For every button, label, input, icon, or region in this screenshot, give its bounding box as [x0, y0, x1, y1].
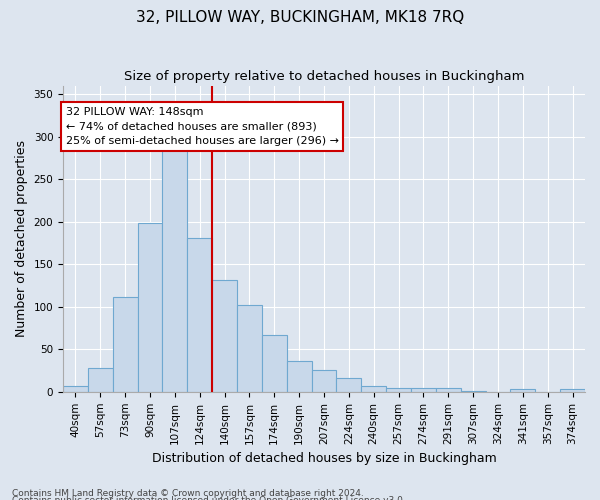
Bar	[187, 238, 212, 392]
Bar	[137, 222, 163, 392]
Bar	[163, 145, 187, 392]
Bar	[287, 361, 311, 392]
Bar	[311, 370, 337, 392]
Bar	[411, 388, 436, 392]
Bar	[337, 378, 361, 392]
Bar	[237, 305, 262, 392]
Bar	[88, 368, 113, 392]
Text: Contains HM Land Registry data © Crown copyright and database right 2024.: Contains HM Land Registry data © Crown c…	[12, 488, 364, 498]
Text: 32 PILLOW WAY: 148sqm
← 74% of detached houses are smaller (893)
25% of semi-det: 32 PILLOW WAY: 148sqm ← 74% of detached …	[65, 107, 338, 146]
Text: 32, PILLOW WAY, BUCKINGHAM, MK18 7RQ: 32, PILLOW WAY, BUCKINGHAM, MK18 7RQ	[136, 10, 464, 25]
X-axis label: Distribution of detached houses by size in Buckingham: Distribution of detached houses by size …	[152, 452, 496, 465]
Bar	[63, 386, 88, 392]
Bar	[386, 388, 411, 392]
Bar	[461, 391, 485, 392]
Bar	[511, 390, 535, 392]
Bar	[361, 386, 386, 392]
Bar	[560, 390, 585, 392]
Bar	[436, 388, 461, 392]
Title: Size of property relative to detached houses in Buckingham: Size of property relative to detached ho…	[124, 70, 524, 83]
Bar	[113, 296, 137, 392]
Bar	[262, 335, 287, 392]
Text: Contains public sector information licensed under the Open Government Licence v3: Contains public sector information licen…	[12, 496, 406, 500]
Bar	[212, 280, 237, 392]
Y-axis label: Number of detached properties: Number of detached properties	[15, 140, 28, 337]
